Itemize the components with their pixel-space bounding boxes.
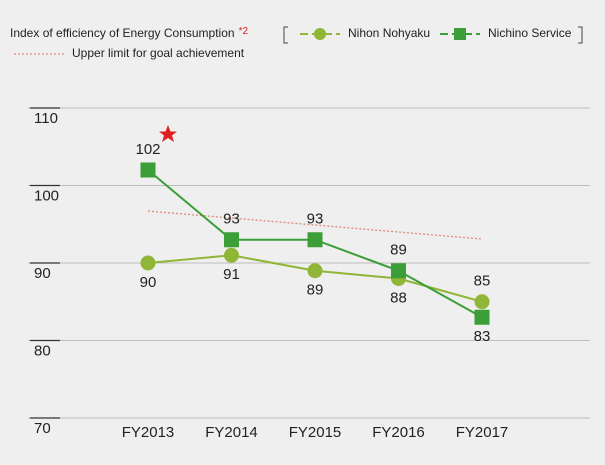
x-tick-label: FY2013 xyxy=(122,424,175,441)
legend-marker xyxy=(314,28,326,40)
legend-label: Upper limit for goal achievement xyxy=(72,46,245,60)
value-label: 88 xyxy=(390,289,407,306)
point xyxy=(140,255,156,271)
x-tick-label: FY2015 xyxy=(289,424,342,441)
point xyxy=(474,294,490,310)
y-tick-label: 100 xyxy=(34,187,59,204)
y-tick-label: 90 xyxy=(34,265,51,282)
value-label: 85 xyxy=(474,273,491,290)
point xyxy=(307,232,323,248)
star-icon xyxy=(159,125,177,142)
legend-bracket xyxy=(578,26,583,44)
value-label: 102 xyxy=(135,141,160,158)
title-text: Index of efficiency of Energy Consumptio… xyxy=(10,26,235,40)
legend-marker xyxy=(454,28,466,40)
chart-title: Index of efficiency of Energy Consumptio… xyxy=(10,26,248,41)
point xyxy=(140,162,156,178)
value-label: 89 xyxy=(307,282,324,299)
point xyxy=(224,232,239,248)
x-tick-label: FY2014 xyxy=(205,424,258,441)
y-tick-label: 80 xyxy=(34,342,51,359)
legend-label: Nichino Service xyxy=(488,26,572,40)
y-tick-label: 110 xyxy=(34,110,58,127)
value-label: 83 xyxy=(474,328,491,345)
value-label: 89 xyxy=(390,242,407,259)
y-tick-label: 70 xyxy=(34,420,51,437)
point xyxy=(307,263,323,279)
title-note: *2 xyxy=(239,26,249,37)
legend-label: Nihon Nohyaku xyxy=(348,26,430,40)
value-label: 91 xyxy=(223,266,240,283)
point xyxy=(391,263,406,279)
legend-bracket xyxy=(283,26,288,44)
value-label: 90 xyxy=(140,274,157,291)
value-label: 93 xyxy=(223,211,240,228)
value-label: 93 xyxy=(307,211,324,228)
x-tick-label: FY2016 xyxy=(372,424,425,441)
x-tick-label: FY2017 xyxy=(456,424,509,441)
point xyxy=(474,309,490,325)
point xyxy=(224,247,239,263)
